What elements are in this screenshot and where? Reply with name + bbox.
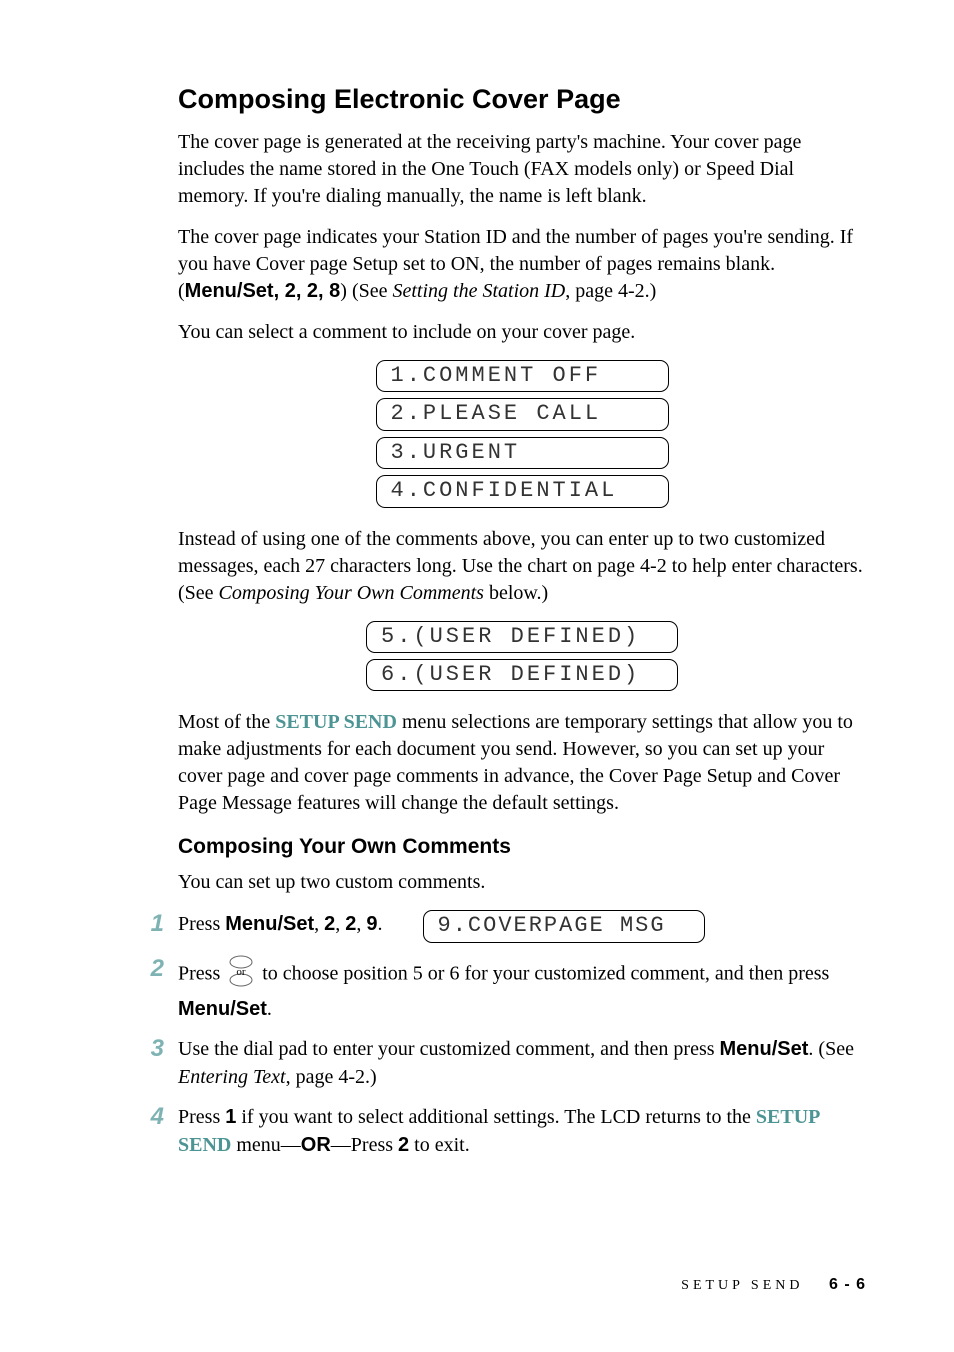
text: —Press bbox=[331, 1134, 398, 1156]
key-digit: 1 bbox=[225, 1106, 236, 1128]
menu-set-label: Menu/Set bbox=[185, 280, 274, 302]
step-1-text: Press Menu/Set, 2, 2, 9. bbox=[178, 910, 383, 938]
menu-name: SETUP SEND bbox=[275, 711, 397, 733]
step-3: 3 Use the dial pad to enter your customi… bbox=[134, 1035, 866, 1091]
key-digit: 9 bbox=[366, 913, 377, 935]
paragraph-2: The cover page indicates your Station ID… bbox=[178, 224, 866, 305]
cross-reference: Setting the Station ID bbox=[393, 280, 566, 302]
text: ) (See bbox=[340, 280, 392, 302]
menu-set-label: Menu/Set bbox=[225, 913, 314, 935]
key-digit: 2 bbox=[345, 913, 356, 935]
text: , bbox=[356, 913, 366, 935]
cross-reference: Entering Text bbox=[178, 1066, 286, 1088]
text: , page 4-2.) bbox=[565, 280, 656, 302]
text: Most of the bbox=[178, 711, 275, 733]
text: . bbox=[378, 913, 383, 935]
paragraph-3: You can select a comment to include on y… bbox=[178, 319, 866, 346]
text: to exit. bbox=[409, 1134, 470, 1156]
text: below.) bbox=[484, 582, 548, 604]
lcd-comment-options: 1.COMMENT OFF 2.PLEASE CALL 3.URGENT 4.C… bbox=[178, 360, 866, 508]
text: , bbox=[314, 913, 324, 935]
step-4: 4 Press 1 if you want to select addition… bbox=[134, 1103, 866, 1159]
step-3-text: Use the dial pad to enter your customize… bbox=[178, 1035, 866, 1091]
paragraph-5: Most of the SETUP SEND menu selections a… bbox=[178, 709, 866, 817]
step-1: 1 Press Menu/Set, 2, 2, 9. 9.COVERPAGE M… bbox=[134, 910, 866, 942]
text: . (See bbox=[808, 1038, 854, 1060]
text: , page 4-2.) bbox=[286, 1066, 377, 1088]
lcd-display: 2.PLEASE CALL bbox=[376, 398, 669, 430]
step-number: 2 bbox=[134, 955, 164, 984]
menu-set-label: Menu/Set bbox=[178, 998, 267, 1020]
lcd-display: 4.CONFIDENTIAL bbox=[376, 475, 669, 507]
paragraph-6: You can set up two custom comments. bbox=[178, 869, 866, 896]
svg-text:or: or bbox=[237, 966, 247, 978]
text: . bbox=[267, 998, 272, 1020]
key-sequence: , 2, 2, 8 bbox=[274, 280, 341, 302]
section-subtitle: Composing Your Own Comments bbox=[178, 835, 866, 859]
step-number: 1 bbox=[134, 910, 164, 939]
footer-page-number: 6 - 6 bbox=[829, 1276, 866, 1293]
text: , bbox=[335, 913, 345, 935]
lcd-display: 3.URGENT bbox=[376, 437, 669, 469]
step-4-text: Press 1 if you want to select additional… bbox=[178, 1103, 866, 1159]
lcd-user-defined-options: 5.(USER DEFINED) 6.(USER DEFINED) bbox=[178, 621, 866, 692]
cross-reference: Composing Your Own Comments bbox=[219, 582, 484, 604]
paragraph-1: The cover page is generated at the recei… bbox=[178, 129, 866, 210]
text: Press bbox=[178, 913, 225, 935]
step-number: 3 bbox=[134, 1035, 164, 1064]
key-digit: 2 bbox=[324, 913, 335, 935]
footer-section: SETUP SEND bbox=[681, 1278, 803, 1293]
text: to choose position 5 or 6 for your custo… bbox=[257, 962, 829, 984]
key-digit: 2 bbox=[398, 1134, 409, 1156]
up-down-nav-icon: or bbox=[227, 955, 255, 995]
paragraph-4: Instead of using one of the comments abo… bbox=[178, 526, 866, 607]
page-title: Composing Electronic Cover Page bbox=[178, 84, 866, 115]
lcd-display: 6.(USER DEFINED) bbox=[366, 659, 678, 691]
lcd-display: 9.COVERPAGE MSG bbox=[423, 910, 705, 942]
text: if you want to select additional setting… bbox=[236, 1106, 756, 1128]
step-number: 4 bbox=[134, 1103, 164, 1132]
lcd-display: 5.(USER DEFINED) bbox=[366, 621, 678, 653]
step-2-text: Press or to choose position 5 or 6 for y… bbox=[178, 955, 866, 1023]
menu-set-label: Menu/Set bbox=[720, 1038, 809, 1060]
lcd-display: 1.COMMENT OFF bbox=[376, 360, 669, 392]
step-2: 2 Press or to choose position 5 or 6 for… bbox=[134, 955, 866, 1023]
page-footer: SETUP SEND 6 - 6 bbox=[681, 1276, 866, 1294]
or-label: OR bbox=[301, 1134, 331, 1156]
text: Press bbox=[178, 1106, 225, 1128]
text: Press bbox=[178, 962, 225, 984]
text: menu— bbox=[231, 1134, 300, 1156]
text: Use the dial pad to enter your customize… bbox=[178, 1038, 720, 1060]
